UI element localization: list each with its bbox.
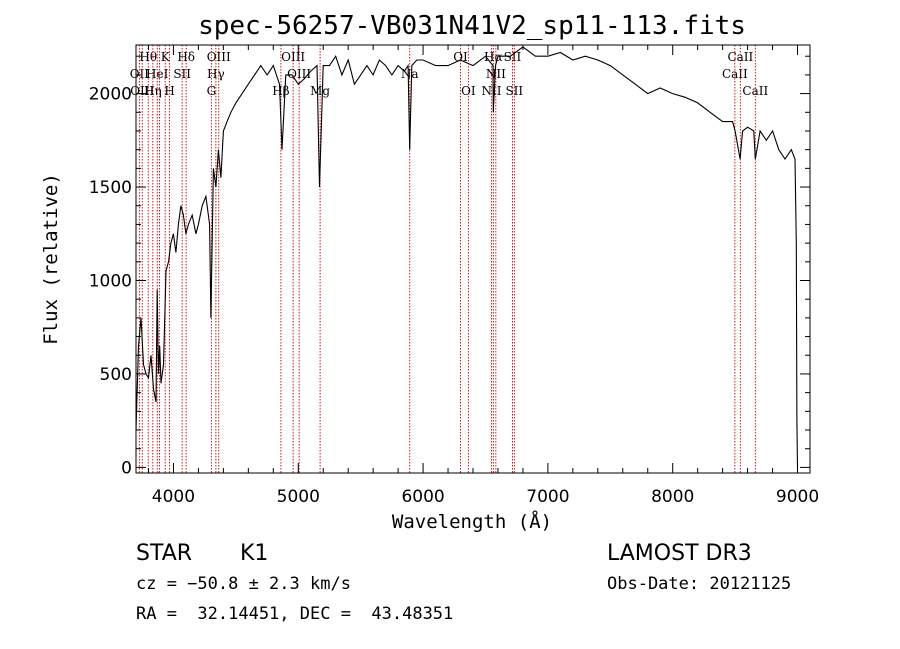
line-marker-label: OI bbox=[461, 84, 476, 98]
coordinates: RA = 32.14451, DEC = 43.48351 bbox=[136, 604, 454, 624]
line-marker-label: H bbox=[164, 84, 174, 98]
y-axis-label: Flux (relative) bbox=[40, 173, 62, 345]
line-marker-label: OIII bbox=[281, 50, 305, 64]
line-marker-label: NII bbox=[481, 84, 501, 98]
x-tick-label: 7000 bbox=[526, 487, 569, 507]
obs-date: Obs-Date: 20121125 bbox=[607, 574, 792, 594]
axis-ticks: 4000 5000 6000 7000 8000 9000 0 500 1000 1500 2000 bbox=[89, 45, 819, 507]
line-marker-label: K bbox=[161, 50, 171, 64]
x-tick-label: 6000 bbox=[401, 487, 444, 507]
line-marker-label: CaII bbox=[722, 67, 748, 81]
y-tick-label: 500 bbox=[100, 365, 132, 385]
chart-title: spec-56257-VB031N41V2_sp11-113.fits bbox=[198, 11, 746, 41]
redshift-value: cz = −50.8 ± 2.3 km/s bbox=[136, 574, 351, 594]
x-tick-label: 5000 bbox=[277, 487, 320, 507]
y-tick-label: 1500 bbox=[89, 178, 132, 198]
line-marker-label: CaII bbox=[742, 84, 768, 98]
line-marker-label: Hα bbox=[484, 50, 503, 64]
y-tick-label: 1000 bbox=[89, 271, 132, 291]
line-marker-label: Hβ bbox=[272, 84, 289, 98]
plot-frame bbox=[135, 44, 811, 474]
x-axis-label: Wavelength (Å) bbox=[392, 510, 552, 533]
survey-name: LAMOST DR3 bbox=[607, 541, 752, 566]
line-marker-label: CaII bbox=[727, 50, 753, 64]
emission-line-markers: OIIOIIIHθHηHeIKHSIIHδGHγOIIIHβOIIIOIIIMg… bbox=[130, 45, 768, 473]
line-marker-label: SII bbox=[173, 67, 191, 81]
line-marker-label: OI bbox=[453, 50, 468, 64]
spectrum-line bbox=[135, 46, 799, 468]
line-marker-label: NII bbox=[486, 67, 506, 81]
line-marker-label: HeI bbox=[146, 67, 169, 81]
y-tick-label: 0 bbox=[121, 458, 132, 478]
y-tick-label: 2000 bbox=[89, 85, 132, 105]
line-marker-label: G bbox=[207, 84, 217, 98]
subclass: K1 bbox=[240, 541, 269, 566]
object-class: STAR bbox=[136, 541, 193, 566]
line-marker-label: Hγ bbox=[207, 67, 225, 81]
line-marker-label: Mg bbox=[310, 84, 330, 98]
line-marker-label: OII bbox=[130, 67, 150, 81]
line-marker-label: Hθ bbox=[139, 50, 157, 64]
line-marker-label: SII bbox=[505, 84, 523, 98]
x-tick-label: 9000 bbox=[776, 487, 819, 507]
x-tick-label: 4000 bbox=[152, 487, 195, 507]
line-marker-label: SII bbox=[504, 50, 522, 64]
line-marker-label: Na bbox=[401, 67, 419, 81]
line-marker-label: OIII bbox=[207, 50, 231, 64]
line-marker-label: Hη bbox=[144, 84, 162, 98]
line-marker-label: Hδ bbox=[177, 50, 195, 64]
x-tick-label: 8000 bbox=[651, 487, 694, 507]
